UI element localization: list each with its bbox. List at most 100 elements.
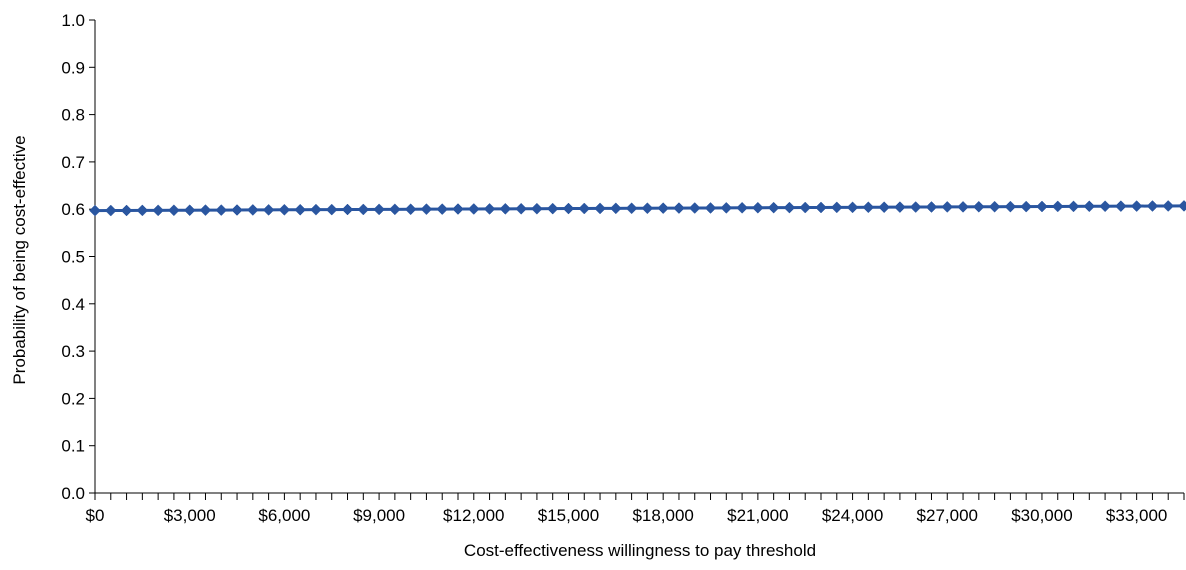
y-tick-label: 1.0 — [61, 11, 85, 30]
y-tick-label: 0.2 — [61, 389, 85, 408]
data-point-marker — [500, 203, 511, 214]
data-point-marker — [847, 202, 858, 213]
data-point-marker — [153, 205, 164, 216]
y-tick-label: 0.9 — [61, 58, 85, 77]
data-point-marker — [1021, 201, 1032, 212]
x-tick-label: $27,000 — [917, 506, 978, 525]
data-point-marker — [1052, 201, 1063, 212]
y-tick-label: 0.0 — [61, 484, 85, 503]
data-point-marker — [137, 205, 148, 216]
x-tick-label: $24,000 — [822, 506, 883, 525]
data-point-marker — [358, 204, 369, 215]
data-point-marker — [342, 204, 353, 215]
data-point-marker — [200, 205, 211, 216]
data-point-marker — [926, 201, 937, 212]
data-point-marker — [184, 205, 195, 216]
x-tick-label: $6,000 — [258, 506, 310, 525]
data-point-marker — [595, 203, 606, 214]
series-layer — [90, 200, 1186, 216]
data-point-marker — [1036, 201, 1047, 212]
data-point-marker — [1163, 200, 1174, 211]
data-point-marker — [784, 202, 795, 213]
data-point-marker — [721, 202, 732, 213]
data-point-marker — [1131, 201, 1142, 212]
x-tick-label: $15,000 — [538, 506, 599, 525]
data-point-marker — [531, 203, 542, 214]
data-point-marker — [973, 201, 984, 212]
y-tick-label: 0.7 — [61, 153, 85, 172]
y-tick-label: 0.4 — [61, 295, 85, 314]
data-point-marker — [705, 202, 716, 213]
data-point-marker — [168, 205, 179, 216]
data-point-marker — [405, 204, 416, 215]
data-point-marker — [295, 204, 306, 215]
data-point-marker — [121, 205, 132, 216]
data-point-marker — [863, 202, 874, 213]
data-point-marker — [768, 202, 779, 213]
data-point-marker — [1147, 201, 1158, 212]
x-tick-label: $9,000 — [353, 506, 405, 525]
x-tick-label: $33,000 — [1106, 506, 1167, 525]
x-tick-label: $0 — [86, 506, 105, 525]
data-point-marker — [942, 201, 953, 212]
data-point-marker — [389, 204, 400, 215]
data-point-marker — [421, 204, 432, 215]
y-tick-label: 0.6 — [61, 200, 85, 219]
x-tick-label: $18,000 — [632, 506, 693, 525]
y-tick-label: 0.8 — [61, 106, 85, 125]
data-point-marker — [610, 203, 621, 214]
data-point-marker — [816, 202, 827, 213]
x-tick-label: $3,000 — [164, 506, 216, 525]
data-point-marker — [232, 205, 243, 216]
data-point-marker — [1115, 201, 1126, 212]
data-point-marker — [437, 204, 448, 215]
y-tick-label: 0.3 — [61, 342, 85, 361]
data-point-marker — [689, 203, 700, 214]
data-point-marker — [1084, 201, 1095, 212]
data-point-marker — [216, 205, 227, 216]
x-tick-label: $12,000 — [443, 506, 504, 525]
data-point-marker — [958, 201, 969, 212]
data-point-marker — [673, 203, 684, 214]
data-point-marker — [989, 201, 1000, 212]
x-axis: $0 $3,000 $6,000 $9,000 $12,000 $15,000 $18,00… — [86, 493, 1184, 525]
data-point-marker — [894, 202, 905, 213]
data-point-marker — [453, 204, 464, 215]
data-point-marker — [90, 205, 101, 216]
data-point-marker — [579, 203, 590, 214]
y-axis: 0.0 0.1 0.2 0.3 0.4 0.5 0.6 0.7 0.8 0.9 1.0 — [61, 11, 95, 503]
data-point-marker — [105, 205, 116, 216]
data-point-marker — [626, 203, 637, 214]
data-point-marker — [516, 203, 527, 214]
x-tick-label: $21,000 — [727, 506, 788, 525]
data-point-marker — [279, 204, 290, 215]
y-axis-title: Probability of being cost-effective — [10, 135, 29, 384]
data-point-marker — [263, 204, 274, 215]
data-point-marker — [658, 203, 669, 214]
data-point-marker — [1068, 201, 1079, 212]
data-point-marker — [310, 204, 321, 215]
y-tick-label: 0.5 — [61, 248, 85, 267]
data-point-marker — [642, 203, 653, 214]
data-point-marker — [563, 203, 574, 214]
data-point-marker — [547, 203, 558, 214]
data-point-marker — [326, 204, 337, 215]
data-point-marker — [752, 202, 763, 213]
data-point-marker — [831, 202, 842, 213]
data-point-marker — [468, 203, 479, 214]
data-point-marker — [800, 202, 811, 213]
x-axis-title: Cost-effectiveness willingness to pay th… — [464, 541, 816, 560]
data-point-marker — [247, 204, 258, 215]
data-point-marker — [374, 204, 385, 215]
data-point-marker — [910, 202, 921, 213]
x-tick-label: $30,000 — [1011, 506, 1072, 525]
data-point-marker — [737, 202, 748, 213]
data-point-marker — [879, 202, 890, 213]
data-point-marker — [1179, 200, 1186, 211]
data-point-marker — [1100, 201, 1111, 212]
data-point-marker — [1005, 201, 1016, 212]
y-tick-label: 0.1 — [61, 437, 85, 456]
data-point-marker — [484, 203, 495, 214]
